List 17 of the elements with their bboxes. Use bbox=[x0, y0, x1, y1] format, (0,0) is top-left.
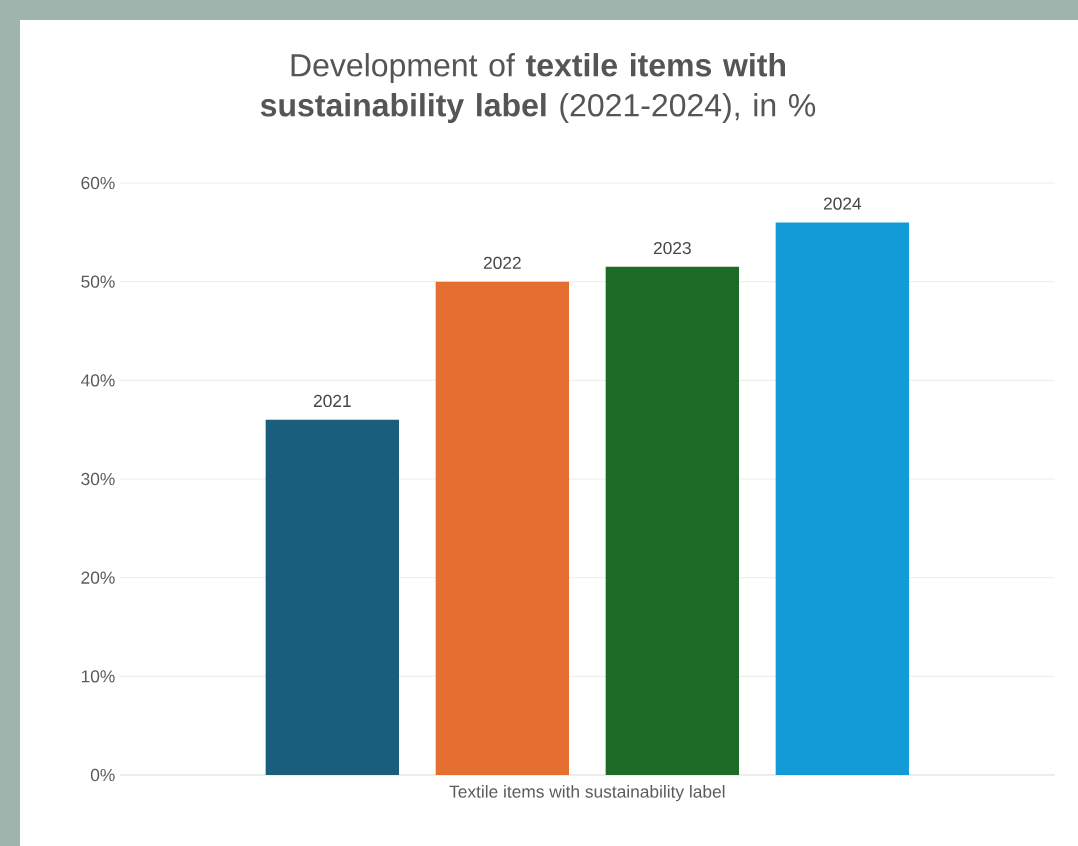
series-label: 2023 bbox=[653, 241, 691, 255]
bar bbox=[435, 281, 570, 775]
y-tick-label: 50% bbox=[81, 275, 115, 288]
y-tick-label: 0% bbox=[90, 768, 115, 782]
y-tick-label: 60% bbox=[81, 176, 115, 190]
bar bbox=[605, 266, 740, 775]
series-label: 2024 bbox=[823, 197, 862, 210]
y-tick-label: 20% bbox=[81, 571, 115, 584]
series-label: 2021 bbox=[313, 394, 351, 408]
y-tick-label: 10% bbox=[81, 670, 115, 683]
bar bbox=[775, 222, 910, 775]
x-tick-label: Textile items with sustainability label bbox=[449, 785, 725, 802]
chart-title: Development of textile items with sustainability label (2021-2024), in % bbox=[260, 53, 816, 123]
y-tick-label: 40% bbox=[80, 374, 115, 387]
series-label: 2022 bbox=[483, 256, 521, 269]
bar bbox=[265, 419, 400, 775]
y-tick-label: 30% bbox=[81, 472, 115, 486]
